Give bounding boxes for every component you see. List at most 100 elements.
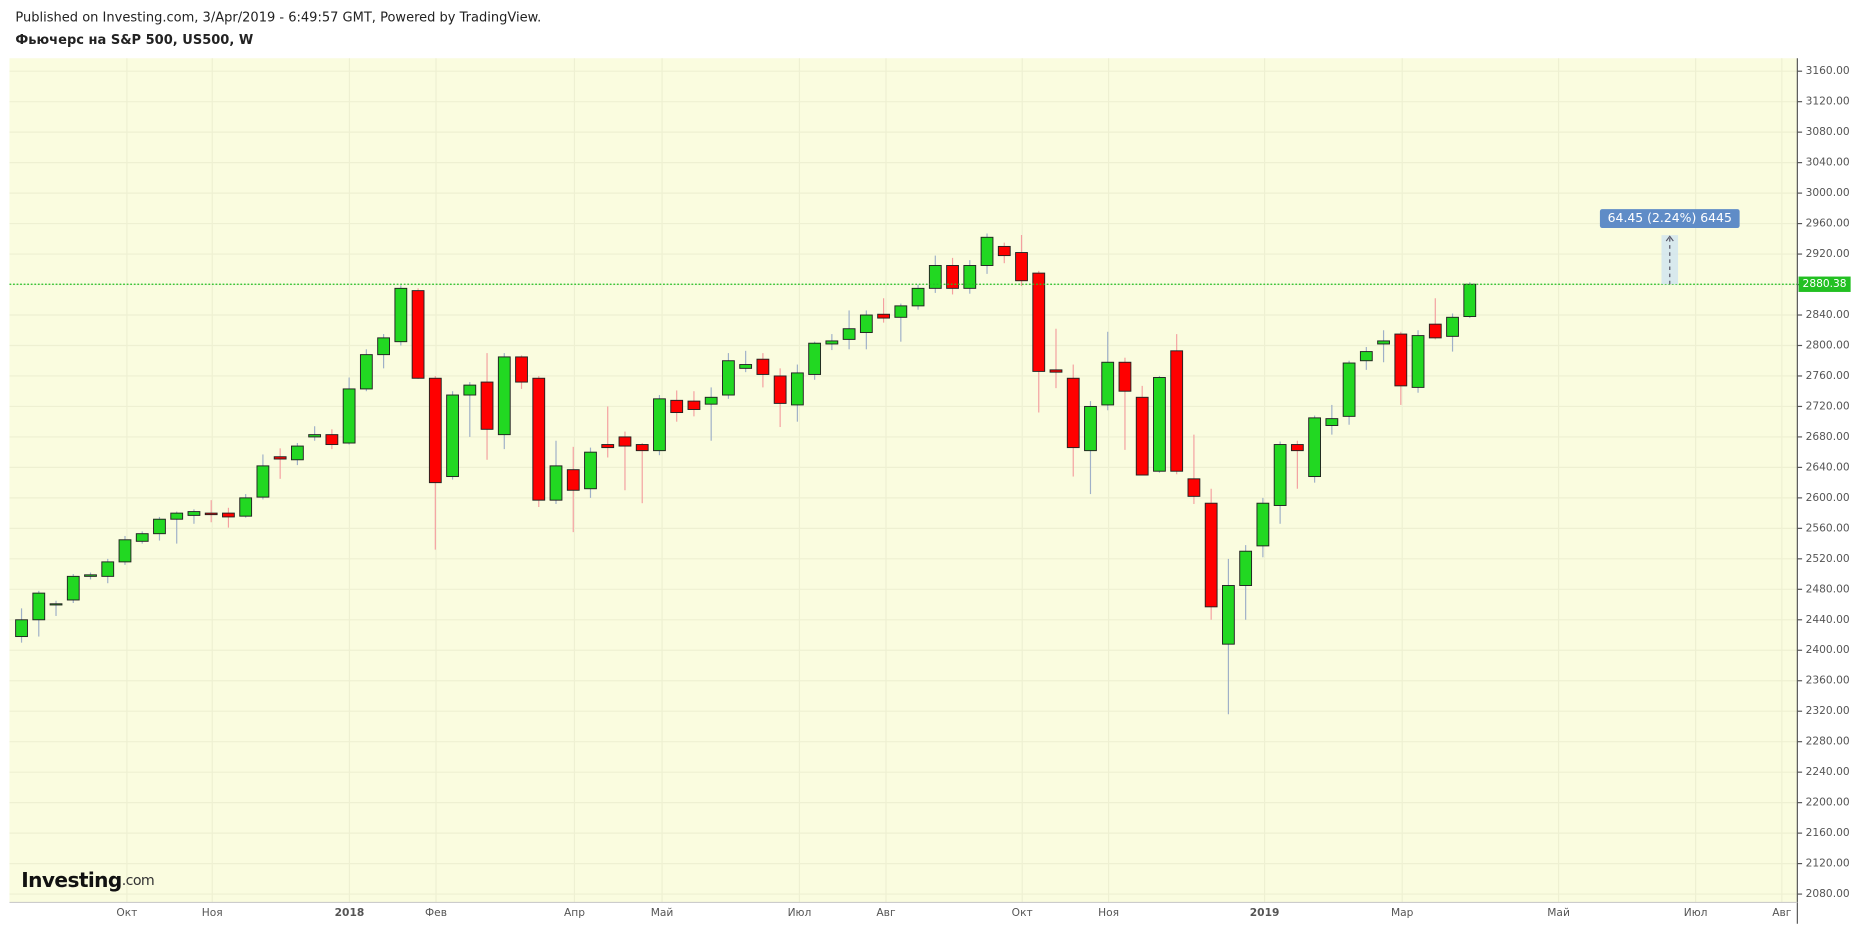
x-tick-label: Мар [1391,906,1414,919]
last-price-label: 2880.38 [1803,277,1847,290]
candle-body [1308,417,1322,478]
candle-body [1446,316,1459,337]
logo-name: Investing [21,868,121,892]
candle-body [739,364,753,369]
y-tick-label: 2760.00 [1806,369,1850,382]
candle-body [1325,418,1339,426]
y-tick-label: 2560.00 [1806,521,1850,534]
candle-body [808,342,822,375]
candle-body [273,456,287,460]
candle-body [463,384,477,396]
candle-body [256,465,270,498]
y-tick-label: 2200.00 [1806,796,1850,809]
candle-body [204,512,218,516]
candle-body [1204,502,1218,608]
candle-body [1273,444,1287,506]
x-tick-label: Июл [1684,906,1708,919]
x-tick-label: Май [1547,906,1570,919]
candle-body [187,511,201,516]
candle-body [997,245,1011,257]
y-tick-label: 2600.00 [1806,491,1850,504]
candle-body [566,469,580,491]
y-tick-label: 3000.00 [1806,186,1850,199]
candle-body [704,396,718,405]
candle-body [859,314,873,334]
y-tick-label: 2360.00 [1806,674,1850,687]
candle-body [1015,252,1028,282]
candle-body [377,337,390,356]
candle-body [842,328,856,340]
candle-body [239,497,253,517]
candle-body [1135,396,1149,476]
candle-body [825,340,839,345]
candle-body [15,619,28,638]
measure-label: 64.45 (2.24%) 6445 [1608,210,1732,225]
candle-body [1084,405,1097,452]
y-tick-label: 2800.00 [1806,338,1850,351]
y-tick-label: 3120.00 [1806,95,1850,108]
y-tick-label: 2320.00 [1806,704,1850,717]
candle-body [911,287,925,307]
candle-body [1066,377,1080,449]
x-tick-label: 2019 [1250,906,1280,919]
x-tick-label: Июл [788,906,812,919]
plot-background [9,58,1798,903]
candle-body [1428,323,1442,339]
candle-body [1222,585,1235,645]
candle-body [946,265,959,289]
logo-suffix: .com [122,873,154,889]
candle-body [687,400,701,410]
candle-body [549,465,563,501]
y-tick-label: 2480.00 [1806,582,1850,595]
x-tick-label: Фев [425,906,447,919]
candle-body [722,360,735,396]
candle-body [1032,272,1046,372]
candle-body [532,377,546,501]
last-price-box [1798,276,1851,292]
candle-body [1411,335,1425,388]
candle-body [1118,361,1132,392]
candle-body [1101,361,1115,406]
y-tick-label: 2240.00 [1806,765,1850,778]
measure-arrowhead [1665,235,1674,242]
candle-body [411,290,425,379]
y-tick-label: 2160.00 [1806,826,1850,839]
y-tick-label: 2520.00 [1806,552,1850,565]
candle-body [49,603,63,606]
x-tick-label: 2018 [335,906,365,919]
published-note: Published on Investing.com, 3/Apr/2019 -… [15,10,541,25]
candle-body [928,265,942,289]
candle-body [1153,377,1166,472]
candle-body [756,358,770,375]
candle-body [1049,369,1063,373]
candle-body [635,444,649,452]
candle-body [515,356,528,383]
candle-body [894,305,908,318]
candle-body [1239,550,1253,586]
x-tick-label: Окт [1012,906,1033,919]
candle-body [980,236,994,266]
y-tick-label: 2080.00 [1806,887,1850,900]
candle-body [1394,333,1408,387]
x-tick-label: Окт [116,906,137,919]
y-tick-label: 2680.00 [1806,430,1850,443]
candle-body [342,388,356,444]
candle-body [153,518,166,535]
candle-body [584,451,597,490]
x-tick-label: Ноя [1098,906,1119,919]
x-tick-label: Авг [876,906,896,919]
chart-title: Фьючерс на S&P 500, US500, W [15,33,253,48]
x-tick-label: Апр [564,906,585,919]
candle-body [670,399,684,414]
y-tick-label: 3040.00 [1806,156,1850,169]
candle-body [118,539,132,563]
candle-body [325,434,339,446]
candle-body [601,444,615,449]
candle-body [1377,340,1390,345]
measure-label-box [1599,209,1740,229]
candle-body [1170,350,1184,472]
candle-body [170,512,184,520]
candle-body [1187,478,1201,497]
